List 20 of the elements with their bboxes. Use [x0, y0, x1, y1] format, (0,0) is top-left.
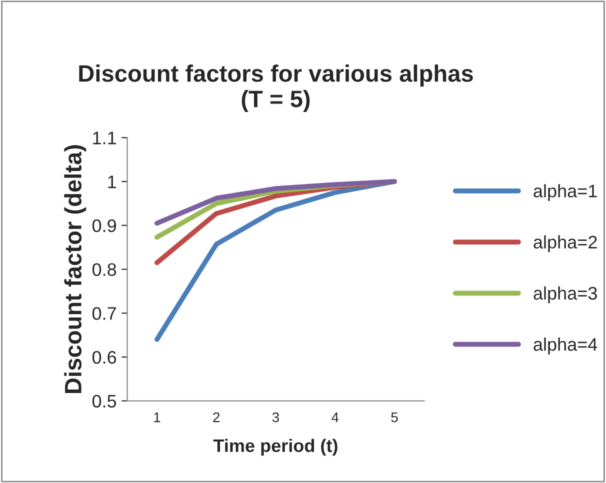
y-tick-label: 1	[108, 176, 116, 188]
y-tick-label: 0.9	[92, 219, 116, 232]
y-tick-label: 0.5	[92, 394, 116, 408]
x-axis-title: Time period (t)	[213, 438, 338, 456]
chart-title: Discount factors for various alphas (T = 5)	[79, 64, 473, 112]
legend-label: alpha=2	[534, 235, 597, 252]
legend-label: alpha=4	[534, 338, 598, 354]
y-axis-title: Discount factor (delta)	[64, 145, 86, 393]
legend-label: alpha=1	[534, 184, 597, 201]
x-tick-label: 1	[154, 412, 160, 422]
y-tick-label: 0.6	[92, 350, 116, 364]
y-tick-label: 0.7	[92, 307, 116, 320]
legend-label: alpha=3	[534, 286, 597, 304]
y-tick-label: 0.8	[92, 263, 116, 276]
x-tick-label: 5	[391, 412, 398, 422]
x-tick-label: 3	[272, 412, 279, 422]
x-tick-label: 2	[213, 412, 220, 422]
y-tick-label: 1.1	[93, 132, 116, 144]
line-series	[154, 179, 397, 226]
x-tick-label: 4	[332, 412, 339, 422]
